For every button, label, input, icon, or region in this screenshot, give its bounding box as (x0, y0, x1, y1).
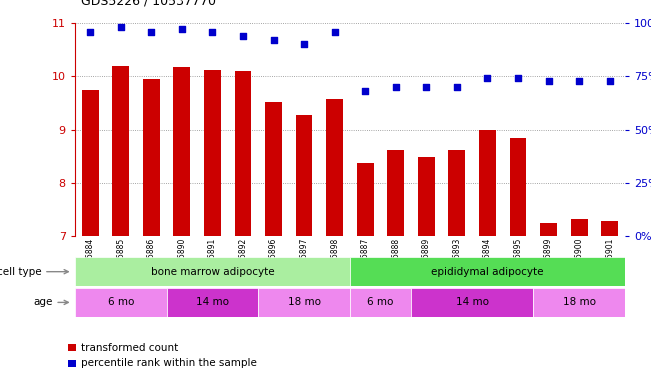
Text: bone marrow adipocyte: bone marrow adipocyte (150, 266, 274, 277)
Bar (350, 288, 411, 317)
Bar (510, 137, 527, 236)
Bar (540, 223, 557, 236)
Bar (143, 79, 159, 236)
Text: 14 mo: 14 mo (456, 297, 489, 308)
Bar (204, 70, 221, 236)
Point (421, 84, 432, 90)
Bar (350, 257, 625, 286)
Bar (173, 67, 190, 236)
Bar (167, 288, 258, 317)
Text: age: age (33, 297, 68, 308)
Text: GDS5226 / 10537770: GDS5226 / 10537770 (81, 0, 216, 8)
Bar (82, 89, 98, 236)
Point (574, 78, 585, 84)
Bar (326, 99, 343, 236)
Point (513, 75, 523, 81)
Point (238, 33, 248, 39)
Text: 18 mo: 18 mo (288, 297, 320, 308)
Bar (418, 157, 435, 236)
Bar (265, 102, 282, 236)
Point (115, 24, 126, 30)
Point (176, 26, 187, 33)
Bar (296, 115, 312, 236)
Bar (357, 163, 374, 236)
Text: 14 mo: 14 mo (196, 297, 229, 308)
Bar (234, 71, 251, 236)
Text: cell type: cell type (0, 266, 68, 277)
Text: 6 mo: 6 mo (367, 297, 394, 308)
Bar (75, 257, 350, 286)
Point (605, 78, 615, 84)
Text: 18 mo: 18 mo (562, 297, 596, 308)
Point (299, 41, 309, 47)
Bar (411, 288, 533, 317)
Point (85, 28, 95, 35)
Text: percentile rank within the sample: percentile rank within the sample (81, 358, 257, 368)
Point (544, 78, 554, 84)
Bar (533, 288, 625, 317)
Bar (258, 288, 350, 317)
Bar (602, 221, 618, 236)
Bar (113, 66, 129, 236)
Bar (75, 288, 167, 317)
Point (482, 75, 493, 81)
Point (360, 88, 370, 94)
Text: 6 mo: 6 mo (107, 297, 134, 308)
Bar (571, 219, 587, 236)
Bar (449, 150, 465, 236)
Point (391, 84, 401, 90)
Point (452, 84, 462, 90)
Bar (387, 150, 404, 236)
Point (268, 37, 279, 43)
Point (207, 28, 217, 35)
Point (329, 28, 340, 35)
Bar (479, 129, 496, 236)
Point (146, 28, 156, 35)
Text: epididymal adipocyte: epididymal adipocyte (431, 266, 544, 277)
Text: transformed count: transformed count (81, 343, 178, 353)
